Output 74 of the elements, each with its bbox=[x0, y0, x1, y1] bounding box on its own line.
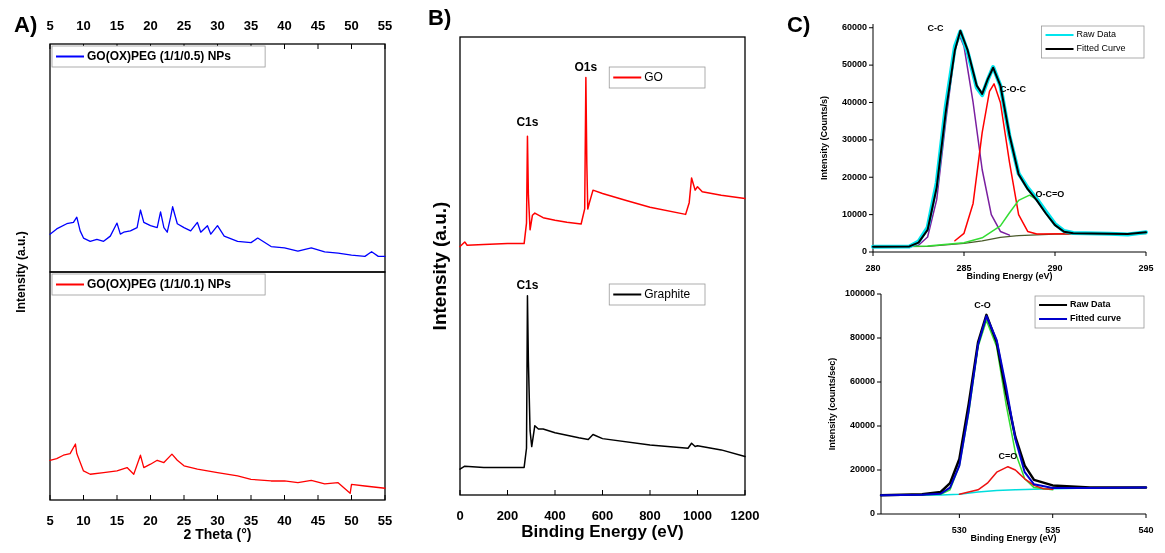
x-tick-label: 50 bbox=[344, 18, 359, 34]
x-tick-label: 1000 bbox=[683, 507, 712, 523]
annotation: C1s bbox=[516, 114, 539, 129]
x-tick-label: 20 bbox=[143, 512, 158, 528]
x-tick-label: 30 bbox=[210, 512, 225, 528]
x-tick-label: 290 bbox=[1047, 262, 1063, 273]
y-tick-label: 50000 bbox=[841, 59, 867, 70]
x-tick-label: 25 bbox=[176, 512, 192, 528]
x-tick-label: 20 bbox=[143, 18, 158, 34]
y-tick-label: 60000 bbox=[849, 376, 875, 387]
x-tick-label: 35 bbox=[243, 18, 259, 34]
y-tick-label: 10000 bbox=[841, 209, 867, 219]
x-tick-label: 530 bbox=[951, 524, 967, 535]
annotation: C-C bbox=[927, 23, 944, 34]
x-tick-label: 15 bbox=[109, 18, 125, 34]
y-axis-title: Intensity (a.u.) bbox=[429, 201, 451, 331]
legend-label: GO(OX)PEG (1/1/0.5) NPs bbox=[87, 48, 232, 63]
y-tick-label: 60000 bbox=[841, 22, 867, 33]
x-tick-label: 50 bbox=[344, 512, 359, 528]
legend-label: Raw Data bbox=[1076, 29, 1117, 40]
x-axis-title: 2 Theta (°) bbox=[183, 526, 252, 543]
legend-label: Graphite bbox=[644, 286, 691, 301]
x-tick-label: 25 bbox=[176, 18, 192, 34]
x-tick-label: 285 bbox=[956, 262, 972, 273]
x-tick-label: 535 bbox=[1045, 524, 1061, 535]
x-tick-label: 40 bbox=[277, 512, 292, 528]
x-axis-title: Binding Energy (eV) bbox=[966, 270, 1053, 281]
x-tick-label: 400 bbox=[544, 507, 566, 523]
x-tick-label: 295 bbox=[1138, 262, 1154, 273]
legend-label: Fitted curve bbox=[1070, 313, 1122, 324]
x-tick-label: 540 bbox=[1138, 524, 1154, 535]
x-tick-label: 600 bbox=[591, 507, 614, 523]
y-axis-title: Intensity (a.u.) bbox=[14, 231, 29, 313]
x-axis-title: Binding Energy (eV) bbox=[970, 532, 1057, 543]
chart-title: C) bbox=[787, 12, 811, 37]
x-tick-label: 40 bbox=[277, 18, 292, 34]
annotation: C=O bbox=[998, 450, 1018, 461]
x-tick-label: 5 bbox=[46, 18, 54, 34]
x-tick-label: 1200 bbox=[730, 507, 760, 523]
chart-title: A) bbox=[14, 12, 38, 37]
x-tick-label: 5 bbox=[46, 512, 54, 528]
x-tick-label: 800 bbox=[639, 507, 661, 523]
x-tick-label: 0 bbox=[456, 507, 464, 523]
y-tick-label: 40000 bbox=[841, 96, 867, 107]
annotation: C-O bbox=[974, 300, 991, 310]
y-tick-label: 0 bbox=[861, 246, 867, 257]
annotation: O1s bbox=[574, 60, 598, 75]
x-tick-label: 55 bbox=[377, 512, 393, 528]
y-tick-label: 20000 bbox=[841, 171, 867, 182]
y-tick-label: 40000 bbox=[849, 420, 875, 431]
legend-label: Raw Data bbox=[1070, 299, 1112, 310]
y-axis-title: Intensity (counts/sec) bbox=[827, 357, 838, 451]
x-tick-label: 45 bbox=[310, 18, 326, 34]
y-tick-label: 30000 bbox=[841, 134, 867, 145]
x-tick-label: 10 bbox=[76, 18, 91, 34]
x-tick-label: 35 bbox=[243, 512, 259, 528]
chart-title: B) bbox=[428, 5, 452, 30]
legend-label: GO(OX)PEG (1/1/0.1) NPs bbox=[87, 276, 232, 291]
annotation: O-C=O bbox=[1035, 189, 1065, 200]
x-tick-label: 280 bbox=[865, 262, 881, 273]
x-tick-label: 200 bbox=[496, 507, 519, 523]
y-axis-title: Intensity (Counts/s) bbox=[819, 95, 830, 181]
x-tick-label: 15 bbox=[109, 512, 125, 528]
legend-label: GO bbox=[644, 69, 663, 84]
x-tick-label: 30 bbox=[210, 18, 225, 34]
y-tick-label: 100000 bbox=[844, 288, 875, 299]
x-tick-label: 45 bbox=[310, 512, 326, 528]
y-tick-label: 20000 bbox=[849, 464, 875, 475]
annotation: C1s bbox=[516, 277, 539, 292]
x-axis-title: Binding Energy (eV) bbox=[521, 521, 684, 541]
x-tick-label: 10 bbox=[76, 512, 91, 528]
y-tick-label: 80000 bbox=[849, 332, 875, 343]
x-tick-label: 55 bbox=[377, 18, 393, 34]
legend-label: Fitted Curve bbox=[1076, 43, 1126, 54]
